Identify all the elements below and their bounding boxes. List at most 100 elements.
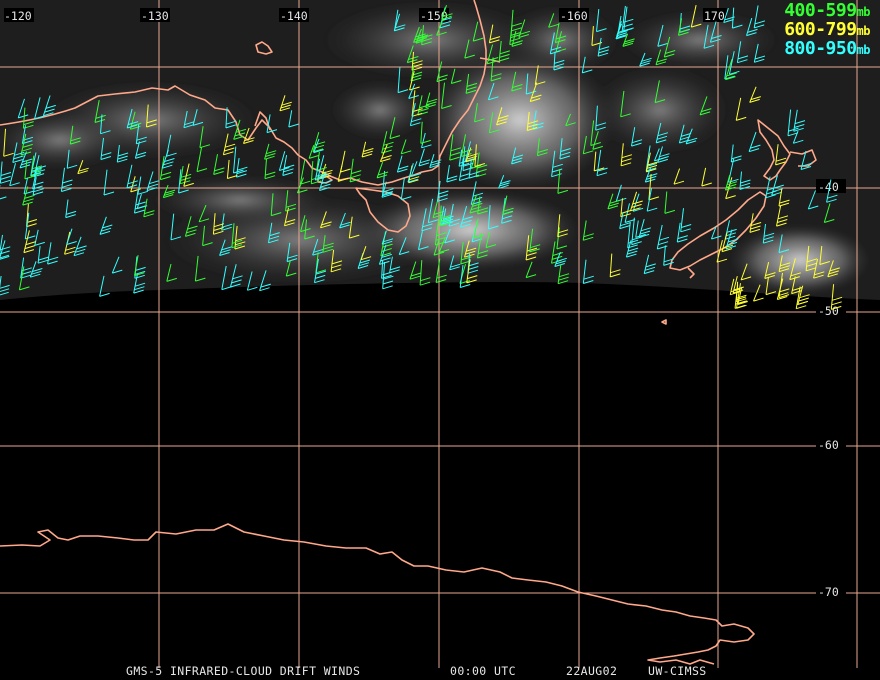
wind-barb	[467, 252, 479, 274]
wind-barb	[645, 145, 658, 172]
wind-barb	[434, 218, 447, 246]
wind-barb	[462, 146, 474, 172]
legend-entry-800-950: 800-950mb	[784, 40, 870, 59]
wind-barb	[525, 261, 537, 279]
wind-barb	[361, 141, 374, 158]
observation-date: 22AUG02	[566, 664, 618, 678]
antarctica-coast	[0, 523, 755, 665]
wind-barb	[582, 220, 594, 241]
wind-barb	[518, 19, 531, 38]
wind-barb	[511, 147, 524, 165]
wind-barb	[498, 175, 511, 189]
wind-barb	[234, 225, 246, 250]
wind-barb	[285, 190, 297, 212]
wind-barb	[436, 18, 447, 36]
wind-barb	[771, 175, 784, 196]
lon-label: -130	[141, 9, 169, 23]
wind-barb	[725, 174, 738, 191]
wind-barb	[624, 203, 636, 223]
wind-barb	[813, 258, 825, 279]
wind-barb	[243, 127, 255, 144]
wind-barb	[196, 146, 208, 173]
wind-barb	[340, 150, 351, 173]
wind-barb	[268, 222, 280, 244]
wind-barb	[417, 95, 430, 116]
wind-barb	[226, 159, 238, 179]
new-zealand-south-coast	[669, 191, 767, 271]
wind-barb	[653, 148, 665, 162]
wind-barb	[464, 39, 475, 59]
wind-barb	[0, 275, 10, 296]
image-caption: GMS-5 INFRARED-CLOUD DRIFT WINDS 00:00 U…	[0, 664, 880, 678]
wind-barb	[219, 239, 232, 256]
wind-barbs	[0, 4, 843, 310]
wind-barb	[266, 114, 278, 134]
wind-barb	[557, 214, 569, 238]
wind-barb	[308, 145, 320, 159]
wind-barb	[664, 191, 676, 214]
wind-barb	[778, 234, 790, 254]
wind-barb	[427, 198, 439, 224]
wind-barb	[282, 155, 295, 176]
wind-barb	[791, 276, 803, 295]
wind-barb	[466, 259, 478, 284]
wind-barb	[620, 143, 633, 167]
wind-barb	[183, 110, 195, 129]
wind-barb	[458, 157, 471, 182]
wind-barb	[656, 224, 670, 250]
wind-barb	[286, 242, 298, 263]
wind-barb	[409, 102, 422, 127]
wind-barb	[381, 259, 392, 279]
wind-barb	[477, 196, 489, 215]
wind-barb	[437, 180, 449, 202]
wind-barb	[469, 194, 483, 214]
wind-barb	[776, 278, 790, 300]
wind-barb	[792, 130, 804, 144]
lat-label: -50	[818, 304, 839, 318]
wind-barb	[202, 225, 213, 247]
wind-barb	[299, 159, 311, 185]
wind-barb	[787, 109, 799, 137]
wind-barb	[398, 237, 410, 256]
wind-barb	[597, 37, 610, 57]
wind-barb	[630, 191, 643, 212]
wind-barb	[270, 193, 282, 217]
wind-barb	[449, 255, 461, 271]
wind-barb	[221, 265, 232, 291]
wind-barb	[410, 161, 422, 177]
wind-barb	[797, 285, 810, 305]
wind-barb	[103, 169, 115, 196]
wind-barb	[99, 275, 110, 297]
wind-barb	[657, 146, 670, 163]
wind-barb	[548, 13, 559, 28]
wind-barb	[436, 61, 448, 83]
legend-range: 600-799	[784, 19, 857, 40]
wind-barb	[554, 251, 567, 267]
wind-barb	[485, 231, 497, 249]
wind-barb	[789, 258, 801, 281]
wind-barb	[739, 171, 751, 190]
wind-barb	[823, 203, 835, 223]
wind-barb	[143, 198, 155, 218]
wind-barb	[296, 177, 308, 194]
wind-barb	[728, 51, 740, 75]
wind-barb	[740, 263, 752, 281]
wind-barb	[376, 162, 389, 179]
wind-barb	[724, 55, 735, 80]
wind-barb	[116, 145, 129, 163]
wind-barb	[421, 25, 433, 46]
wind-barb	[397, 67, 409, 94]
wind-barb	[749, 86, 761, 103]
wind-barb	[441, 82, 452, 109]
wind-barb	[278, 151, 290, 171]
wind-barb	[473, 218, 484, 239]
wind-barb	[710, 226, 722, 240]
wind-barb	[749, 213, 762, 233]
wind-barb	[620, 90, 631, 118]
wind-barb	[409, 70, 420, 91]
wind-barb	[348, 216, 360, 239]
wind-barb	[69, 125, 81, 145]
wind-barb	[459, 265, 471, 288]
wind-barb	[100, 137, 112, 160]
wind-barb	[655, 49, 667, 66]
